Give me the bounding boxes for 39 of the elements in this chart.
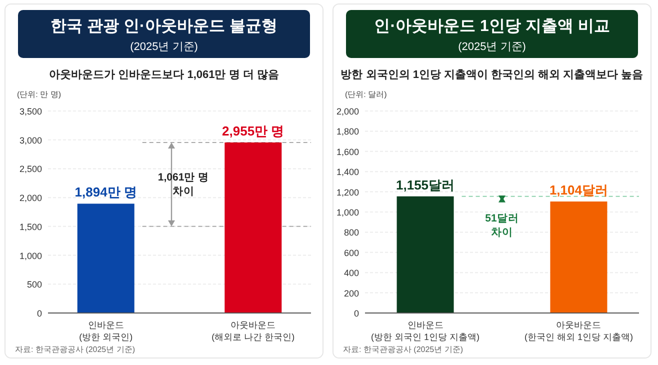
annotation: 1,061만 명 차이 <box>158 171 210 198</box>
chart-title: 한국 관광 인·아웃바운드 불균형 <box>50 18 278 35</box>
y-tick-label: 0 <box>354 308 359 318</box>
x-tick-label: 아웃바운드 (해외로 나간 한국인) <box>212 320 295 342</box>
chart-subtitle: (2025년 기준) <box>458 41 526 53</box>
y-tick-label: 1,200 <box>336 187 359 198</box>
y-tick-label: 1,400 <box>336 167 359 178</box>
data-label: 2,955만 명 <box>222 123 284 138</box>
y-tick-label: 2,000 <box>19 193 42 204</box>
y-tick-label: 600 <box>344 248 359 258</box>
data-label: 1,104달러 <box>549 182 608 198</box>
y-tick-label: 0 <box>36 308 42 318</box>
y-tick-label: 1,000 <box>336 208 359 218</box>
y-tick-label: 400 <box>344 268 359 278</box>
y-tick-label: 1,600 <box>336 146 359 157</box>
text: 방한 외국인의 1인당 지출액이 한국인의 해외 지출액보다 높음 <box>340 69 644 81</box>
y-tick-label: 500 <box>26 280 42 290</box>
data-label: 1,894만 명 <box>74 184 137 200</box>
y-tick-label: 1,800 <box>336 126 359 137</box>
text: 아웃바운드가 인바운드보다 1,061만 명 더 많음 <box>49 69 279 81</box>
data-label: 1,155달러 <box>396 177 455 192</box>
y-tick-label: 800 <box>344 228 359 238</box>
annotation: 51달러 차이 <box>485 212 519 238</box>
y-tick-label: 200 <box>344 288 359 298</box>
x-tick-label: 아웃바운드 (한국인 해외 1인당 지출액) <box>524 320 633 342</box>
x-tick-label: 인바운드 (방한 외국인) <box>79 320 133 342</box>
text: 자료: 한국관광공사 (2025년 기준) <box>343 345 464 354</box>
y-tick-label: 1,500 <box>19 222 42 232</box>
y-axis-title: (단위: 달러) <box>345 90 388 99</box>
y-tick-label: 3,000 <box>19 135 42 146</box>
y-axis-title: (단위: 만 명) <box>17 90 62 99</box>
chart-subtitle: (2025년 기준) <box>130 41 198 53</box>
chart-title: 인·아웃바운드 1인당 지출액 비교 <box>374 18 610 35</box>
y-tick-label: 2,000 <box>336 106 359 116</box>
y-tick-label: 3,500 <box>19 106 42 116</box>
y-tick-label: 1,000 <box>19 250 42 261</box>
y-tick-label: 2,500 <box>19 164 42 174</box>
x-tick-label: 인바운드 (방한 외국인 1인당 지출액) <box>371 320 480 342</box>
text: 자료: 한국관광공사 (2025년 기준) <box>15 345 136 354</box>
